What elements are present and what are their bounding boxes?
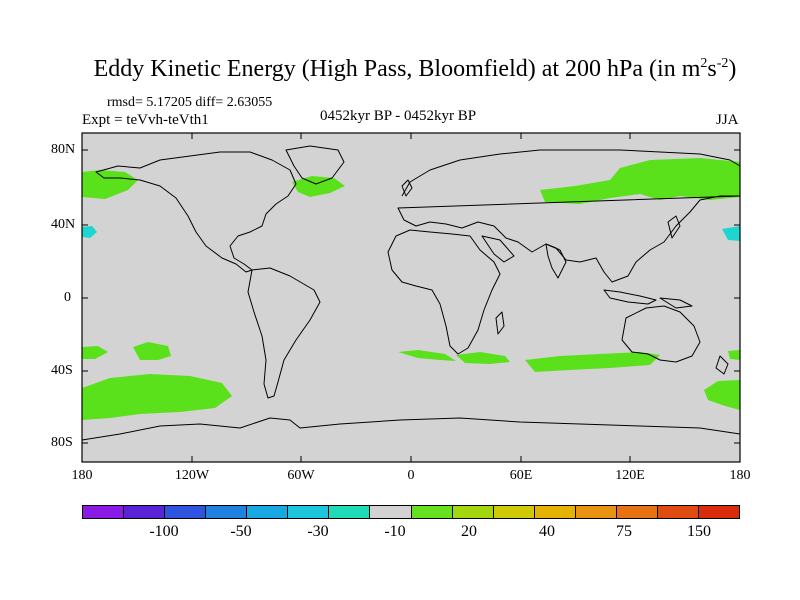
patch-south-east-edge [728,350,740,360]
coast-india [545,243,567,279]
colorbar-swatch-13 [616,506,658,518]
coast-antarctica [81,417,741,441]
patch-south-pacific-small [133,342,171,360]
patch-south-indian [525,352,660,372]
coast-new-guinea [659,297,693,309]
lat-label-40s: 40S [51,363,73,378]
colorbar-swatch-11 [534,506,576,518]
colorbar-swatch-15 [698,506,739,518]
coast-africa [387,229,501,355]
colorbar-swatch-7 [370,506,412,518]
patch-southern-ocean-pacific [82,374,232,420]
coast-new-zealand [715,355,729,375]
lon-label-180w: 180 [71,468,93,483]
patch-negative-east [722,226,740,241]
colorbar-swatch-8 [411,506,453,518]
stats-label: rmsd= 5.17205 diff= 2.63055 [107,95,273,110]
negative-anomaly-patches [82,226,740,241]
patch-south-east-lower [704,380,740,410]
plot-title: Eddy Kinetic Energy (High Pass, Bloomfie… [93,56,737,82]
colorbar-swatch-2 [165,506,207,518]
colorbar-label: 40 [539,523,555,540]
coast-japan [667,215,681,239]
coast-north-america [95,151,297,273]
colorbar-swatch-9 [452,506,494,518]
lon-label-180e: 180 [729,468,751,483]
experiment-label: Expt = teVvh-teVth1 [82,112,209,128]
lat-label-40n: 40N [51,217,76,232]
coast-south-america [247,267,321,399]
lon-label-60e: 60E [509,468,533,483]
patch-south-africa [456,352,510,364]
colorbar-label: 20 [461,523,477,540]
patch-south-atlantic [398,350,456,361]
lat-label-80s: 80S [51,435,73,450]
colorbar-label: -50 [230,523,252,540]
colorbar-label: -10 [384,523,406,540]
colorbar [82,505,740,519]
patch-north-pacific-west [82,170,138,199]
colorbar-label: 150 [687,523,711,540]
colorbar-swatch-5 [288,506,330,518]
colorbar-swatch-1 [124,506,166,518]
lon-label-0: 0 [407,468,415,483]
colorbar-swatch-3 [206,506,248,518]
coast-australia [621,305,701,363]
coast-arabia [481,235,515,263]
colorbar-swatch-10 [493,506,535,518]
colorbar-swatch-0 [83,506,125,518]
patch-negative-west [82,226,97,238]
colorbar-swatch-14 [657,506,699,518]
coastlines [81,145,741,441]
coast-indonesia [603,289,657,305]
coast-eurasia [397,149,741,283]
coast-greenland [285,145,345,185]
lon-label-120w: 120W [174,468,210,483]
period-label: 0452kyr BP - 0452kyr BP [320,108,477,124]
coast-british-isles [401,179,413,197]
colorbar-swatch-12 [575,506,617,518]
positive-anomaly-patches [82,158,740,420]
colorbar-swatch-6 [329,506,371,518]
lon-label-60w: 60W [287,468,315,483]
coast-madagascar [495,311,505,335]
patch-north-eurasia [540,158,740,204]
season-label: JJA [716,112,739,128]
colorbar-label: 75 [616,523,632,540]
colorbar-swatch-4 [247,506,289,518]
colorbar-label: -100 [149,523,179,540]
lat-label-80n: 80N [51,142,76,157]
patch-greenland-atlantic [292,176,345,197]
lon-label-120e: 120E [615,468,645,483]
lat-label-eq: 0 [64,290,71,305]
patch-south-pacific-west-edge [82,346,108,359]
colorbar-label: -30 [307,523,329,540]
axis-ticks [82,133,740,462]
